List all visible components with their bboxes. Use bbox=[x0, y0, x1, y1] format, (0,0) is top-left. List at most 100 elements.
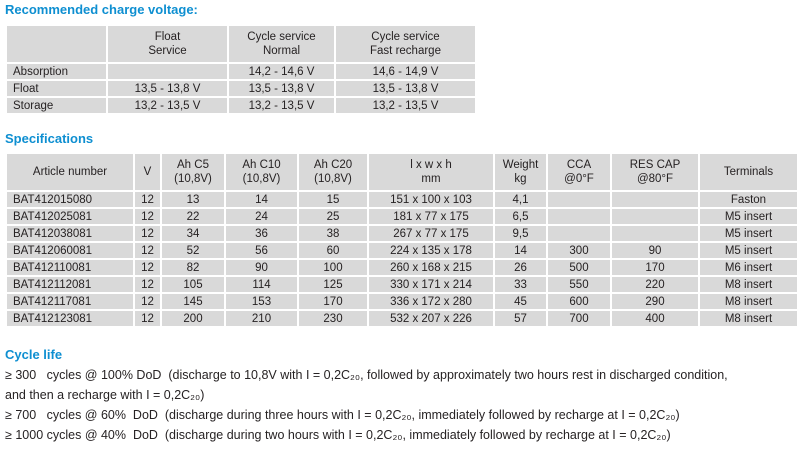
charge-voltage-heading: Recommended charge voltage: bbox=[5, 2, 198, 17]
table-cell: 90 bbox=[224, 258, 299, 277]
spec-table-row: BAT412025081 12 22 24 25 181 x 77 x 175 … bbox=[5, 207, 799, 226]
article-number: BAT412060081 bbox=[5, 241, 135, 260]
table-cell: 14,6 - 14,9 V bbox=[334, 62, 477, 81]
table-cell: M5 insert bbox=[698, 207, 799, 226]
table-cell bbox=[610, 190, 700, 209]
row-label: Storage bbox=[5, 96, 108, 115]
charge-voltage-row-float: Float 13,5 - 13,8 V 13,5 - 13,8 V 13,5 -… bbox=[5, 79, 477, 98]
table-cell bbox=[546, 207, 612, 226]
table-cell: M5 insert bbox=[698, 224, 799, 243]
specifications-table: Article number V Ah C5 (10,8V) Ah C10 (1… bbox=[5, 152, 799, 328]
table-cell: 60 bbox=[297, 241, 369, 260]
spec-header-cell: CCA @0°F bbox=[546, 152, 612, 192]
cycle-life-line: and then a recharge with I = 0,2C₂₀) bbox=[5, 388, 205, 402]
table-cell: 26 bbox=[493, 258, 548, 277]
table-cell: 12 bbox=[133, 258, 162, 277]
table-cell: 57 bbox=[493, 309, 548, 328]
table-cell: 224 x 135 x 178 bbox=[367, 241, 495, 260]
table-cell: 13,2 - 13,5 V bbox=[334, 96, 477, 115]
spec-header-cell: l x w x h mm bbox=[367, 152, 495, 192]
spec-header-cell: Article number bbox=[5, 152, 135, 192]
table-cell: 12 bbox=[133, 309, 162, 328]
table-cell: 700 bbox=[546, 309, 612, 328]
table-cell: 52 bbox=[160, 241, 226, 260]
table-cell: 4,1 bbox=[493, 190, 548, 209]
table-cell: 336 x 172 x 280 bbox=[367, 292, 495, 311]
table-cell: 290 bbox=[610, 292, 700, 311]
charge-voltage-header-cell bbox=[5, 24, 108, 64]
table-cell: 13,2 - 13,5 V bbox=[227, 96, 336, 115]
table-cell: 145 bbox=[160, 292, 226, 311]
article-number: BAT412015080 bbox=[5, 190, 135, 209]
table-cell: 12 bbox=[133, 190, 162, 209]
charge-voltage-header-row: Float Service Cycle service Normal Cycle… bbox=[5, 24, 477, 64]
table-cell: Faston bbox=[698, 190, 799, 209]
spec-header-cell: Weight kg bbox=[493, 152, 548, 192]
row-label: Absorption bbox=[5, 62, 108, 81]
charge-voltage-row-storage: Storage 13,2 - 13,5 V 13,2 - 13,5 V 13,2… bbox=[5, 96, 477, 115]
spec-table-row: BAT412112081 12 105 114 125 330 x 171 x … bbox=[5, 275, 799, 294]
table-cell: 330 x 171 x 214 bbox=[367, 275, 495, 294]
charge-voltage-header-cell: Cycle service Normal bbox=[227, 24, 336, 64]
table-cell bbox=[106, 62, 229, 81]
article-number: BAT412110081 bbox=[5, 258, 135, 277]
table-cell: 33 bbox=[493, 275, 548, 294]
table-cell: 13,5 - 13,8 V bbox=[334, 79, 477, 98]
table-cell: 125 bbox=[297, 275, 369, 294]
table-cell: 12 bbox=[133, 224, 162, 243]
table-cell: 500 bbox=[546, 258, 612, 277]
article-number: BAT412038081 bbox=[5, 224, 135, 243]
table-cell: 267 x 77 x 175 bbox=[367, 224, 495, 243]
table-cell: 9,5 bbox=[493, 224, 548, 243]
article-number: BAT412025081 bbox=[5, 207, 135, 226]
table-cell: M8 insert bbox=[698, 292, 799, 311]
table-cell: 82 bbox=[160, 258, 226, 277]
table-cell: 12 bbox=[133, 292, 162, 311]
table-cell: 200 bbox=[160, 309, 226, 328]
charge-voltage-row-absorption: Absorption 14,2 - 14,6 V 14,6 - 14,9 V bbox=[5, 62, 477, 81]
table-cell: M8 insert bbox=[698, 309, 799, 328]
table-cell: 90 bbox=[610, 241, 700, 260]
charge-voltage-header-cell: Float Service bbox=[106, 24, 229, 64]
spec-table-row: BAT412015080 12 13 14 15 151 x 100 x 103… bbox=[5, 190, 799, 209]
cycle-life-line: ≥ 300 cycles @ 100% DoD (discharge to 10… bbox=[5, 368, 728, 382]
table-cell: 34 bbox=[160, 224, 226, 243]
table-cell: 13,5 - 13,8 V bbox=[227, 79, 336, 98]
table-cell: 181 x 77 x 175 bbox=[367, 207, 495, 226]
table-cell bbox=[610, 207, 700, 226]
table-cell: 24 bbox=[224, 207, 299, 226]
spec-header-cell: Ah C5 (10,8V) bbox=[160, 152, 226, 192]
article-number: BAT412112081 bbox=[5, 275, 135, 294]
table-cell: 14 bbox=[224, 190, 299, 209]
table-cell bbox=[546, 190, 612, 209]
table-cell: 532 x 207 x 226 bbox=[367, 309, 495, 328]
table-cell: 12 bbox=[133, 275, 162, 294]
table-cell: 45 bbox=[493, 292, 548, 311]
cycle-life-line: ≥ 700 cycles @ 60% DoD (discharge during… bbox=[5, 408, 680, 422]
table-cell: 600 bbox=[546, 292, 612, 311]
charge-voltage-table: Float Service Cycle service Normal Cycle… bbox=[5, 24, 477, 115]
table-cell: 25 bbox=[297, 207, 369, 226]
table-cell: 550 bbox=[546, 275, 612, 294]
specifications-header-row: Article number V Ah C5 (10,8V) Ah C10 (1… bbox=[5, 152, 799, 192]
spec-table-row: BAT412060081 12 52 56 60 224 x 135 x 178… bbox=[5, 241, 799, 260]
article-number: BAT412117081 bbox=[5, 292, 135, 311]
spec-header-cell: Ah C10 (10,8V) bbox=[224, 152, 299, 192]
cycle-life-text: ≥ 300 cycles @ 100% DoD (discharge to 10… bbox=[5, 365, 811, 445]
spec-table-row: BAT412123081 12 200 210 230 532 x 207 x … bbox=[5, 309, 799, 328]
table-cell: 153 bbox=[224, 292, 299, 311]
spec-header-cell: RES CAP @80°F bbox=[610, 152, 700, 192]
table-cell: 400 bbox=[610, 309, 700, 328]
table-cell: 14 bbox=[493, 241, 548, 260]
table-cell: 260 x 168 x 215 bbox=[367, 258, 495, 277]
table-cell bbox=[546, 224, 612, 243]
table-cell: 13 bbox=[160, 190, 226, 209]
table-cell: 56 bbox=[224, 241, 299, 260]
spec-table-row: BAT412117081 12 145 153 170 336 x 172 x … bbox=[5, 292, 799, 311]
spec-table-row: BAT412110081 12 82 90 100 260 x 168 x 21… bbox=[5, 258, 799, 277]
table-cell: 6,5 bbox=[493, 207, 548, 226]
spec-header-cell: Terminals bbox=[698, 152, 799, 192]
table-cell: 36 bbox=[224, 224, 299, 243]
table-cell: M6 insert bbox=[698, 258, 799, 277]
